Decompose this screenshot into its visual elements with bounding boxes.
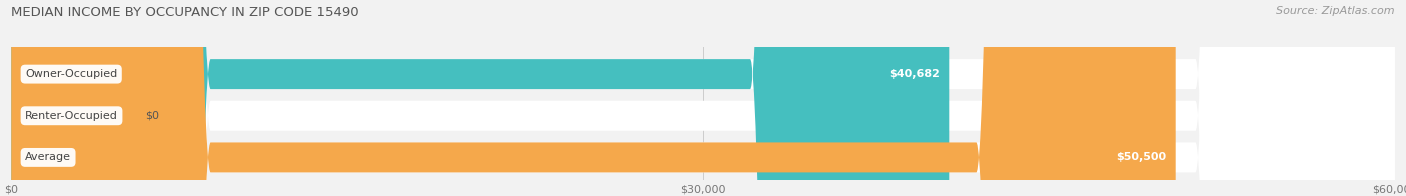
Text: $50,500: $50,500 bbox=[1116, 152, 1167, 162]
Text: Source: ZipAtlas.com: Source: ZipAtlas.com bbox=[1277, 6, 1395, 16]
Text: Renter-Occupied: Renter-Occupied bbox=[25, 111, 118, 121]
FancyBboxPatch shape bbox=[11, 0, 1395, 196]
Text: $0: $0 bbox=[145, 111, 159, 121]
FancyBboxPatch shape bbox=[11, 0, 1395, 196]
FancyBboxPatch shape bbox=[11, 0, 1175, 196]
FancyBboxPatch shape bbox=[11, 0, 949, 196]
Text: MEDIAN INCOME BY OCCUPANCY IN ZIP CODE 15490: MEDIAN INCOME BY OCCUPANCY IN ZIP CODE 1… bbox=[11, 6, 359, 19]
Text: $40,682: $40,682 bbox=[889, 69, 941, 79]
Text: Owner-Occupied: Owner-Occupied bbox=[25, 69, 117, 79]
Text: Average: Average bbox=[25, 152, 72, 162]
FancyBboxPatch shape bbox=[11, 0, 1395, 196]
